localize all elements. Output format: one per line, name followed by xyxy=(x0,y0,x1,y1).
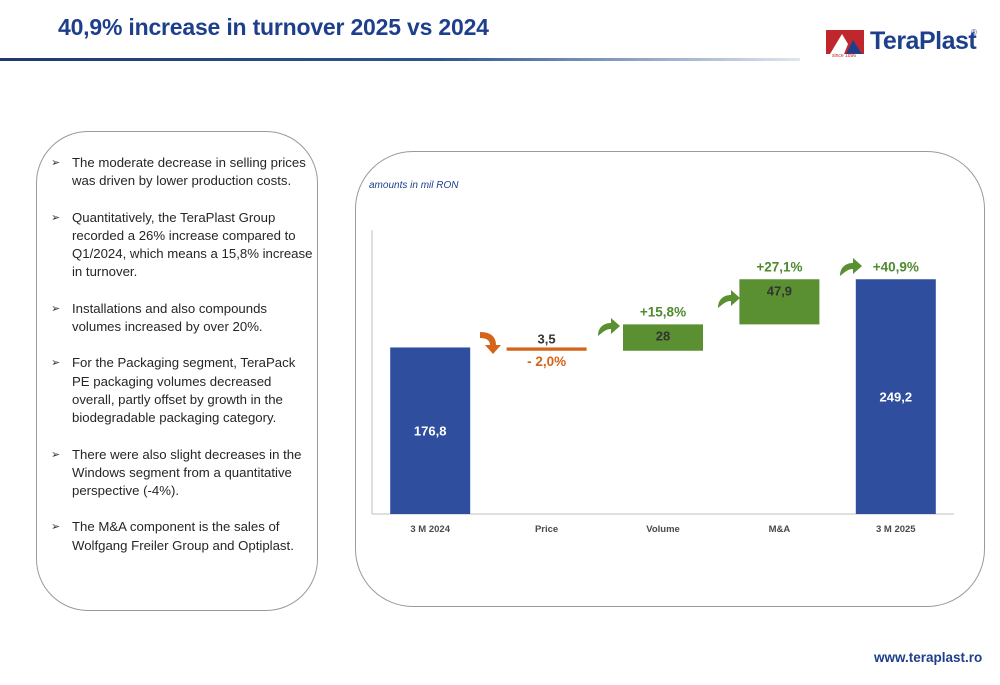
arrow-bullet-icon: ➢ xyxy=(51,302,61,315)
list-item: ➢ Quantitatively, the TeraPlast Group rec… xyxy=(51,209,313,282)
list-item-text: The M&A component is the sales of Wolfga… xyxy=(72,519,294,553)
tick-label: Price xyxy=(535,524,558,535)
logo-since: since 1896 xyxy=(832,53,857,59)
list-item: ➢ There were also slight decreases in the… xyxy=(51,446,313,501)
title-underline xyxy=(0,58,800,61)
arrow-bullet-icon: ➢ xyxy=(51,211,61,224)
data-label: 47,9 xyxy=(767,283,792,298)
page-title: 40,9% increase in turnover 2025 vs 2024 xyxy=(58,14,489,40)
arrow-bullet-icon: ➢ xyxy=(51,357,61,370)
bar-3-m-2025 xyxy=(855,279,936,514)
logo-mark-icon xyxy=(826,30,864,54)
arrow-bullet-icon: ➢ xyxy=(51,157,61,169)
list-item: ➢ Installations and also compounds volume… xyxy=(51,300,313,337)
logo-registered-mark: ® xyxy=(971,28,977,37)
bar-m-a xyxy=(739,279,820,325)
curved-arrow-down-icon xyxy=(480,332,501,354)
list-item: ➢ For the Packaging segment, TeraPack PE … xyxy=(51,354,313,427)
data-label: 249,2 xyxy=(880,390,913,405)
tick-label: Volume xyxy=(646,524,680,535)
curved-arrow-up-icon xyxy=(840,258,862,276)
change-label: - 2,0% xyxy=(527,354,566,369)
list-item-text: For the Packaging segment, TeraPack PE p… xyxy=(72,355,296,426)
list-item-text: Quantitatively, the TeraPlast Group reco… xyxy=(72,209,313,280)
tick-label: M&A xyxy=(769,524,791,535)
commentary-list: ➢ The moderate decrease in selling prices… xyxy=(51,154,313,573)
bar-price xyxy=(506,347,587,351)
arrow-bullet-icon: ➢ xyxy=(51,448,61,461)
arrow-bullet-icon: ➢ xyxy=(51,521,61,534)
curved-arrow-up-icon xyxy=(598,318,620,336)
footer-url: www.teraplast.ro xyxy=(874,650,983,665)
company-logo: TeraPlast ® since 1896 xyxy=(826,26,986,64)
list-item: ➢ The moderate decrease in selling prices… xyxy=(51,154,313,191)
data-label: 176,8 xyxy=(414,424,447,439)
list-item-text: The moderate decrease in selling prices … xyxy=(72,155,306,189)
list-item: ➢ The M&A component is the sales of Wolfg… xyxy=(51,518,313,555)
commentary-panel: ➢ The moderate decrease in selling prices… xyxy=(36,131,318,611)
chart-unit-note: amounts in mil RON xyxy=(369,180,459,191)
bar-3-m-2024 xyxy=(390,347,471,514)
change-label: +40,9% xyxy=(873,259,919,274)
bar-volume xyxy=(623,324,703,351)
data-label: 3,5 xyxy=(538,331,556,346)
tick-label: 3 M 2025 xyxy=(876,524,916,535)
chart-panel xyxy=(355,151,985,607)
tick-label: 3 M 2024 xyxy=(410,524,450,535)
change-label: +27,1% xyxy=(756,259,802,274)
list-item-text: There were also slight decreases in the … xyxy=(72,446,302,499)
change-label: +15,8% xyxy=(640,304,686,319)
curved-arrow-up-icon xyxy=(718,290,740,308)
data-label: 28 xyxy=(656,328,670,343)
list-item-text: Installations and also compounds volumes… xyxy=(72,300,268,335)
logo-wordmark: TeraPlast xyxy=(870,27,977,55)
